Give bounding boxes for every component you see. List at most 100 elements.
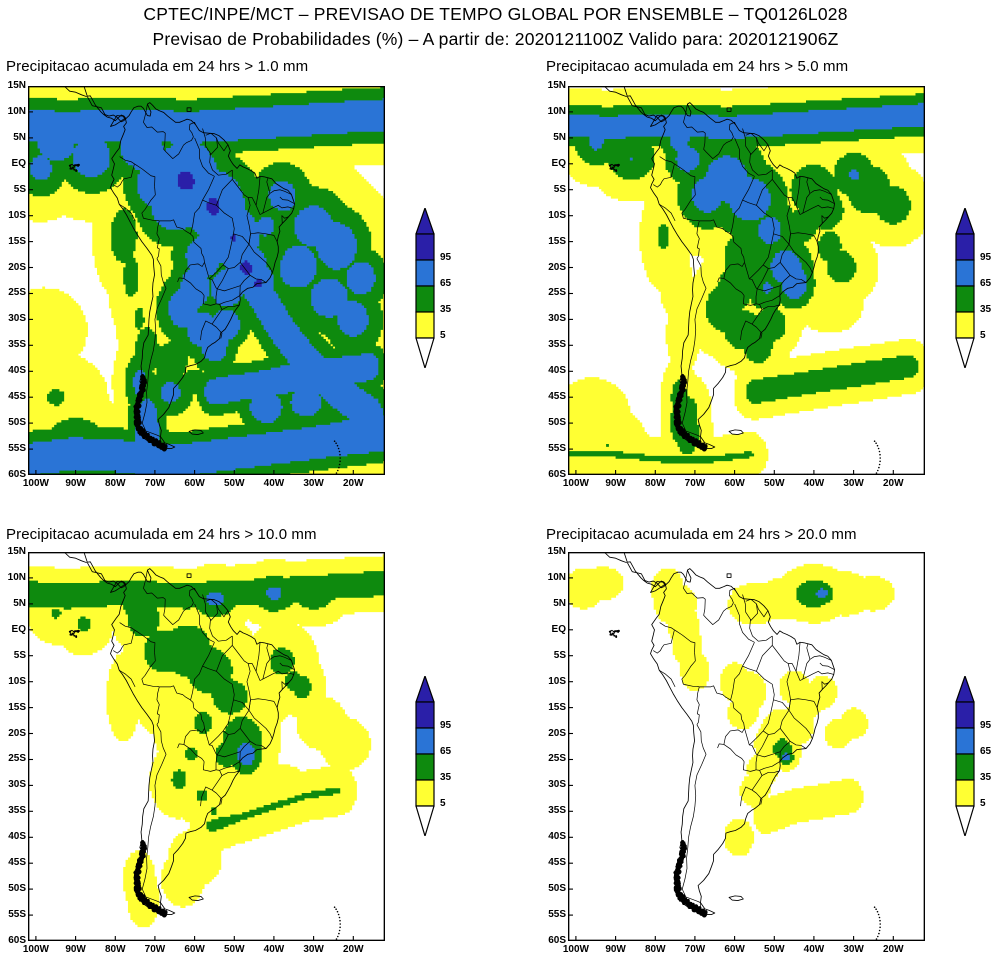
y-axis-tick-label: 50S	[548, 417, 566, 429]
x-axis-tick-label: 90W	[605, 478, 626, 489]
y-axis-tick-label: 35S	[548, 805, 566, 817]
x-axis-tick-label: 40W	[263, 478, 285, 489]
y-axis-tick-label: 5N	[553, 131, 566, 143]
colorbar-tick-label: 65	[980, 746, 991, 757]
header-line-2: Previsao de Probabilidades (%) – A parti…	[152, 29, 839, 49]
y-axis-tick-label: 5N	[553, 597, 566, 609]
y-axis-tick-label: EQ	[551, 157, 566, 169]
y-axis-tick-label: 45S	[8, 391, 26, 403]
x-axis-tick-label: 90W	[65, 944, 86, 955]
colorbar-p2	[953, 208, 977, 368]
map-plot-p1	[28, 86, 385, 475]
x-axis-tick-label: 50W	[763, 944, 785, 955]
x-axis-tick-label: 80W	[644, 944, 666, 955]
y-axis-tick-label: 40S	[8, 365, 26, 377]
panel-title-p3: Precipitacao acumulada em 24 hrs > 10.0 …	[6, 526, 317, 543]
y-axis-tick-label: 50S	[8, 883, 26, 895]
colorbar-tick-label: 5	[440, 330, 446, 341]
y-axis-tick-label: 20S	[548, 261, 566, 273]
x-axis-tick-label: 70W	[144, 478, 166, 489]
figure-header: CPTEC/INPE/MCT – PREVISAO DE TEMPO GLOBA…	[0, 0, 991, 50]
x-axis-tick-label: 30W	[303, 478, 324, 489]
x-axis-tick-label: 100W	[22, 478, 49, 489]
x-axis-tick-label: 90W	[65, 478, 86, 489]
y-axis-tick-label: 10N	[547, 105, 566, 117]
y-axis-tick-label: 25S	[548, 287, 566, 299]
x-axis-tick-label: 40W	[263, 944, 285, 955]
y-axis-tick-label: 60S	[8, 469, 26, 480]
y-axis-tick-label: 40S	[548, 831, 566, 843]
x-axis-tick-label: 20W	[882, 944, 904, 955]
x-axis-tick-label: 50W	[763, 478, 785, 489]
x-axis-tick-label: 70W	[684, 478, 706, 489]
y-axis-tick-label: 45S	[548, 391, 566, 403]
map-plot-p4	[568, 552, 925, 941]
x-axis-tick-label: 80W	[644, 478, 666, 489]
y-axis-tick-label: 15N	[547, 80, 566, 91]
y-axis-tick-label: 55S	[8, 909, 26, 921]
y-axis-tick-label: 5S	[13, 649, 26, 661]
y-axis-tick-label: 25S	[548, 753, 566, 765]
x-axis-tick-label: 50W	[223, 478, 245, 489]
x-axis-tick-label: 30W	[303, 944, 324, 955]
y-axis-tick-label: 15N	[7, 546, 26, 557]
colorbar-tick-label: 5	[980, 798, 986, 809]
y-axis-tick-label: 25S	[8, 753, 26, 765]
x-axis-tick-label: 20W	[882, 478, 904, 489]
y-axis-tick-label: 15S	[548, 701, 566, 713]
y-axis-tick-label: EQ	[11, 157, 26, 169]
x-axis-tick-label: 80W	[104, 478, 126, 489]
colorbar-tick-label: 95	[980, 252, 991, 263]
x-axis-tick-label: 30W	[843, 478, 864, 489]
y-axis-tick-label: 5N	[13, 131, 26, 143]
colorbar-tick-label: 65	[440, 278, 452, 289]
y-axis-tick-label: 60S	[548, 469, 566, 480]
colorbar-tick-label: 65	[440, 746, 452, 757]
y-axis-tick-label: 20S	[8, 261, 26, 273]
y-axis-tick-label: 15S	[8, 701, 26, 713]
x-axis-tick-label: 20W	[342, 478, 364, 489]
y-axis-tick-label: 15N	[7, 80, 26, 91]
y-axis-tick-label: 55S	[548, 443, 566, 455]
colorbar-tick-label: 35	[980, 772, 991, 783]
y-axis-tick-label: 20S	[8, 727, 26, 739]
y-axis-tick-label: 45S	[8, 857, 26, 869]
x-axis-tick-label: 50W	[223, 944, 245, 955]
x-axis-tick-label: 40W	[803, 944, 825, 955]
y-axis-tick-label: 30S	[8, 313, 26, 325]
y-axis-tick-label: 40S	[548, 365, 566, 377]
y-axis-tick-label: 40S	[8, 831, 26, 843]
y-axis-tick-label: EQ	[551, 623, 566, 635]
x-axis-tick-label: 70W	[144, 944, 166, 955]
y-axis-tick-label: 5S	[13, 183, 26, 195]
y-axis-tick-label: 50S	[548, 883, 566, 895]
panel-title-p1: Precipitacao acumulada em 24 hrs > 1.0 m…	[6, 58, 309, 75]
y-axis-tick-label: 5S	[553, 183, 566, 195]
colorbar-tick-label: 5	[440, 798, 446, 809]
y-axis-tick-label: 10N	[547, 571, 566, 583]
x-axis-tick-label: 30W	[843, 944, 864, 955]
panel-title-p2: Precipitacao acumulada em 24 hrs > 5.0 m…	[546, 58, 849, 75]
colorbar-tick-label: 95	[440, 252, 452, 263]
y-axis-tick-label: EQ	[11, 623, 26, 635]
y-axis-tick-label: 15N	[547, 546, 566, 557]
y-axis-tick-label: 55S	[548, 909, 566, 921]
y-axis-tick-label: 15S	[8, 235, 26, 247]
x-axis-tick-label: 60W	[724, 944, 745, 955]
y-axis-tick-label: 55S	[8, 443, 26, 455]
x-axis-tick-label: 100W	[562, 478, 589, 489]
header-line-1: CPTEC/INPE/MCT – PREVISAO DE TEMPO GLOBA…	[143, 4, 848, 24]
x-axis-tick-label: 60W	[184, 944, 205, 955]
colorbar-tick-label: 35	[980, 304, 991, 315]
y-axis-tick-label: 25S	[8, 287, 26, 299]
colorbar-tick-label: 5	[980, 330, 986, 341]
y-axis-tick-label: 5N	[13, 597, 26, 609]
colorbar-tick-label: 95	[440, 720, 452, 731]
y-axis-tick-label: 60S	[8, 935, 26, 946]
y-axis-tick-label: 10S	[8, 209, 26, 221]
y-axis-tick-label: 60S	[548, 935, 566, 946]
colorbar-p1	[413, 208, 437, 368]
colorbar-p4	[953, 676, 977, 836]
map-plot-p2	[568, 86, 925, 475]
y-axis-tick-label: 35S	[8, 805, 26, 817]
